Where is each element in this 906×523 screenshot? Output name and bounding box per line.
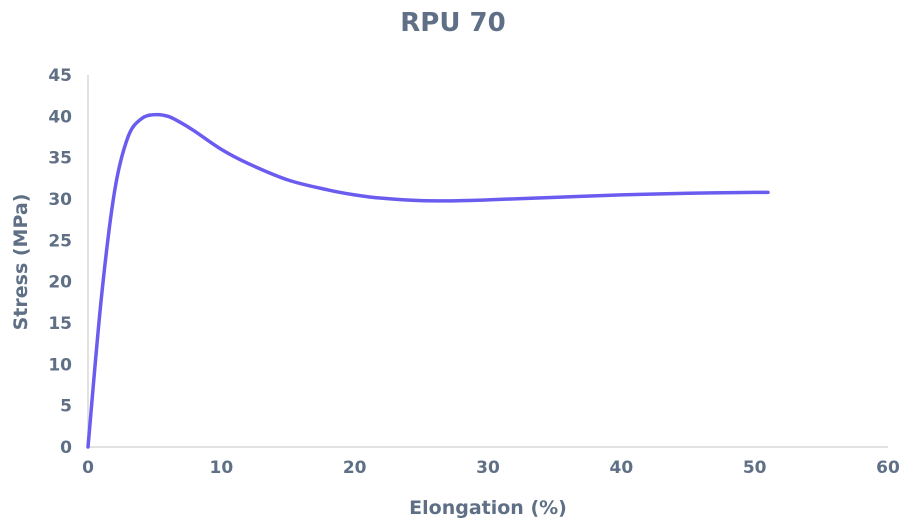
x-axis-label: Elongation (%) xyxy=(409,497,567,519)
y-tick-label: 15 xyxy=(48,314,72,334)
chart-title: RPU 70 xyxy=(400,8,505,38)
y-tick-label: 35 xyxy=(48,149,72,169)
x-tick-label: 10 xyxy=(209,458,233,478)
y-tick-label: 0 xyxy=(60,438,72,458)
y-tick-label: 40 xyxy=(48,107,72,127)
series-line-0 xyxy=(86,112,770,449)
y-axis-label: Stress (MPa) xyxy=(10,194,32,331)
y-tick-label: 25 xyxy=(48,231,72,251)
y-tick-label: 20 xyxy=(48,273,72,293)
x-tick-labels: 0 10 20 30 40 50 60 xyxy=(82,458,900,478)
y-tick-label: 10 xyxy=(48,355,72,375)
y-tick-labels: 0 5 10 15 20 25 30 35 40 45 xyxy=(48,66,72,458)
x-tick-label: 30 xyxy=(476,458,500,478)
x-tick-label: 50 xyxy=(743,458,767,478)
series-group xyxy=(86,112,770,449)
x-tick-label: 40 xyxy=(609,458,633,478)
x-tick-label: 0 xyxy=(82,458,94,478)
y-tick-label: 5 xyxy=(60,397,72,417)
y-tick-label: 45 xyxy=(48,66,72,86)
x-tick-label: 60 xyxy=(876,458,900,478)
x-tick-label: 20 xyxy=(343,458,367,478)
y-tick-label: 30 xyxy=(48,190,72,210)
